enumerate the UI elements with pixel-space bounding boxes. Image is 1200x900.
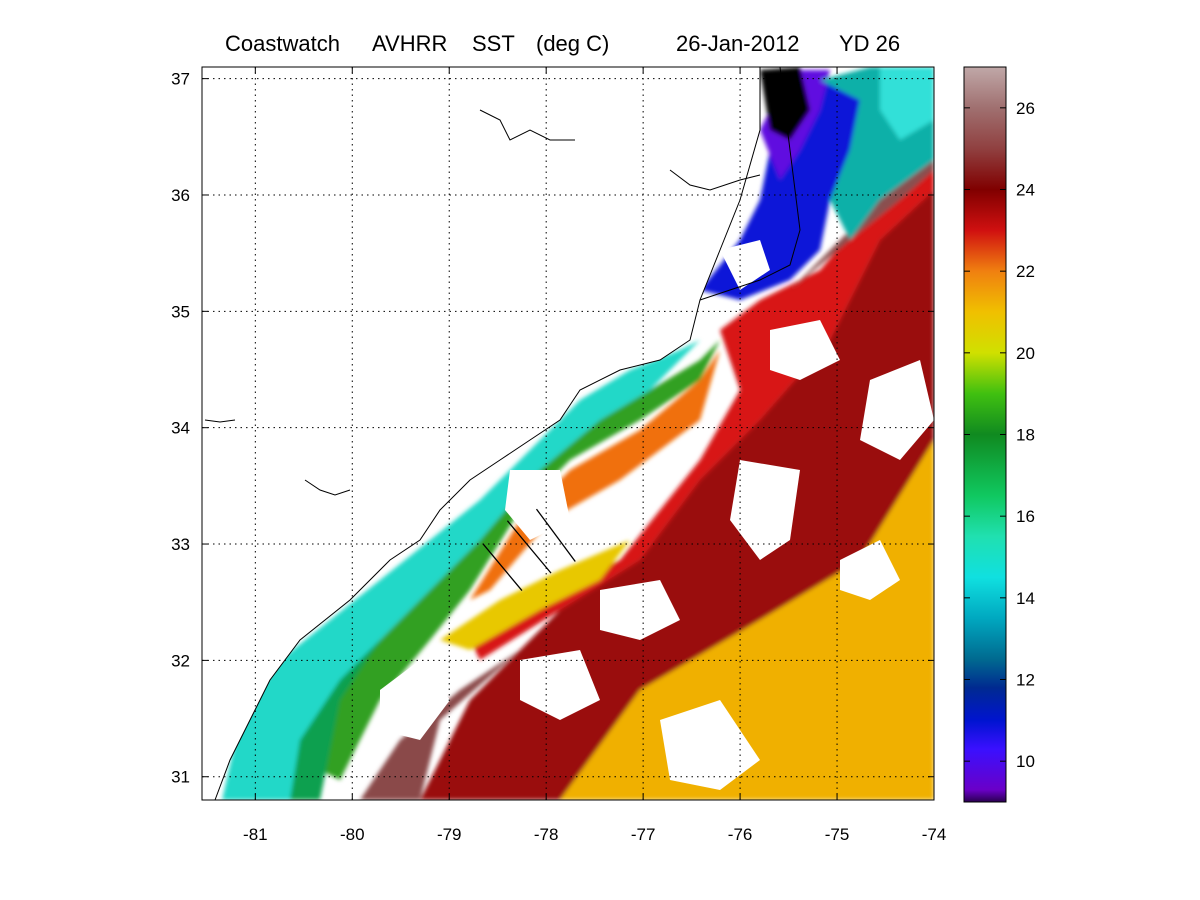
colorbar-tick-label: 26 bbox=[1016, 99, 1035, 118]
sst-region-green-shelf bbox=[300, 340, 720, 780]
map-area bbox=[202, 67, 934, 800]
transect-c bbox=[535, 508, 576, 562]
colorbar: 26 24 22 20 18 16 14 12 10 bbox=[963, 66, 1035, 803]
sst-region-brown-edge bbox=[360, 650, 520, 800]
sst-region-gulfstream-core bbox=[470, 160, 934, 660]
colorbar-tick-label: 12 bbox=[1016, 671, 1035, 690]
colorbar-tick-label: 24 bbox=[1016, 181, 1035, 200]
sst-region-cyan-north bbox=[880, 67, 934, 140]
sst-region-yellow-band bbox=[440, 540, 630, 650]
outer-banks-coastline bbox=[699, 67, 801, 301]
colorbar-tick-label: 14 bbox=[1016, 589, 1035, 608]
lon-tick-label: -76 bbox=[728, 825, 753, 844]
title-date: 26-Jan-2012 bbox=[676, 31, 800, 56]
title-source: Coastwatch bbox=[225, 31, 340, 56]
inland-river bbox=[304, 479, 351, 496]
title-variable: SST bbox=[472, 31, 515, 56]
cloud-patch bbox=[380, 660, 450, 740]
lat-tick-label: 36 bbox=[171, 186, 190, 205]
transect-b bbox=[506, 520, 552, 574]
sst-region-brown-north bbox=[790, 160, 934, 290]
cloud-patch bbox=[520, 650, 600, 720]
lon-tick-label: -79 bbox=[437, 825, 462, 844]
sst-field bbox=[222, 67, 934, 800]
inland-river bbox=[479, 109, 575, 141]
lat-tick-label: 33 bbox=[171, 535, 190, 554]
cloud-patch bbox=[860, 360, 934, 460]
sst-region-gulfstream-darkred bbox=[420, 190, 934, 800]
lat-tick-label: 31 bbox=[171, 768, 190, 787]
lon-tick-label: -77 bbox=[631, 825, 656, 844]
cloud-patch bbox=[720, 240, 770, 290]
title-yearday: YD 26 bbox=[839, 31, 900, 56]
lat-tick-label: 32 bbox=[171, 651, 190, 670]
cloud-patch bbox=[840, 540, 900, 600]
cloud-patch bbox=[730, 460, 800, 560]
lon-tick-label: -81 bbox=[243, 825, 268, 844]
title-unit: (deg C) bbox=[536, 31, 609, 56]
map-axes: -81 -80 -79 -78 -77 -76 -75 -74 37 36 35 34 33 32 31 bbox=[171, 67, 946, 844]
sst-region-offshore-orange bbox=[560, 440, 934, 800]
figure-title: Coastwatch AVHRR SST (deg C) 26-Jan-2012… bbox=[225, 31, 900, 56]
colorbar-tick-label: 22 bbox=[1016, 262, 1035, 281]
sound-shoreline bbox=[669, 169, 761, 191]
colorbar-tick-label: 20 bbox=[1016, 344, 1035, 363]
colorbar-tick-label: 10 bbox=[1016, 752, 1035, 771]
cloud-patch bbox=[770, 320, 840, 380]
transect-a bbox=[482, 543, 523, 591]
sst-region-green-inner bbox=[290, 640, 380, 800]
inland-river bbox=[204, 419, 236, 423]
map-frame bbox=[201, 66, 935, 801]
land-mask bbox=[202, 67, 760, 800]
cloud-patch bbox=[505, 470, 570, 540]
sst-region-black-sound bbox=[760, 67, 810, 140]
lat-tick-label: 37 bbox=[171, 70, 190, 89]
lat-tick-label: 34 bbox=[171, 419, 190, 438]
lon-tick-label: -75 bbox=[825, 825, 850, 844]
lon-tick-label: -74 bbox=[922, 825, 947, 844]
title-sensor: AVHRR bbox=[372, 31, 447, 56]
colorbar-gradient bbox=[964, 67, 1006, 802]
lon-tick-label: -78 bbox=[534, 825, 559, 844]
cloud-mask bbox=[380, 240, 934, 790]
colorbar-tick-label: 18 bbox=[1016, 426, 1035, 445]
lat-tick-label: 35 bbox=[171, 302, 190, 321]
colorbar-tick-label: 16 bbox=[1016, 507, 1035, 526]
colorbar-ticks: 26 24 22 20 18 16 14 12 10 bbox=[964, 99, 1035, 771]
graticule bbox=[202, 67, 934, 800]
lon-tick-label: -80 bbox=[340, 825, 365, 844]
cloud-patch bbox=[600, 580, 680, 640]
cloud-patch bbox=[660, 700, 760, 790]
transects bbox=[482, 508, 576, 591]
